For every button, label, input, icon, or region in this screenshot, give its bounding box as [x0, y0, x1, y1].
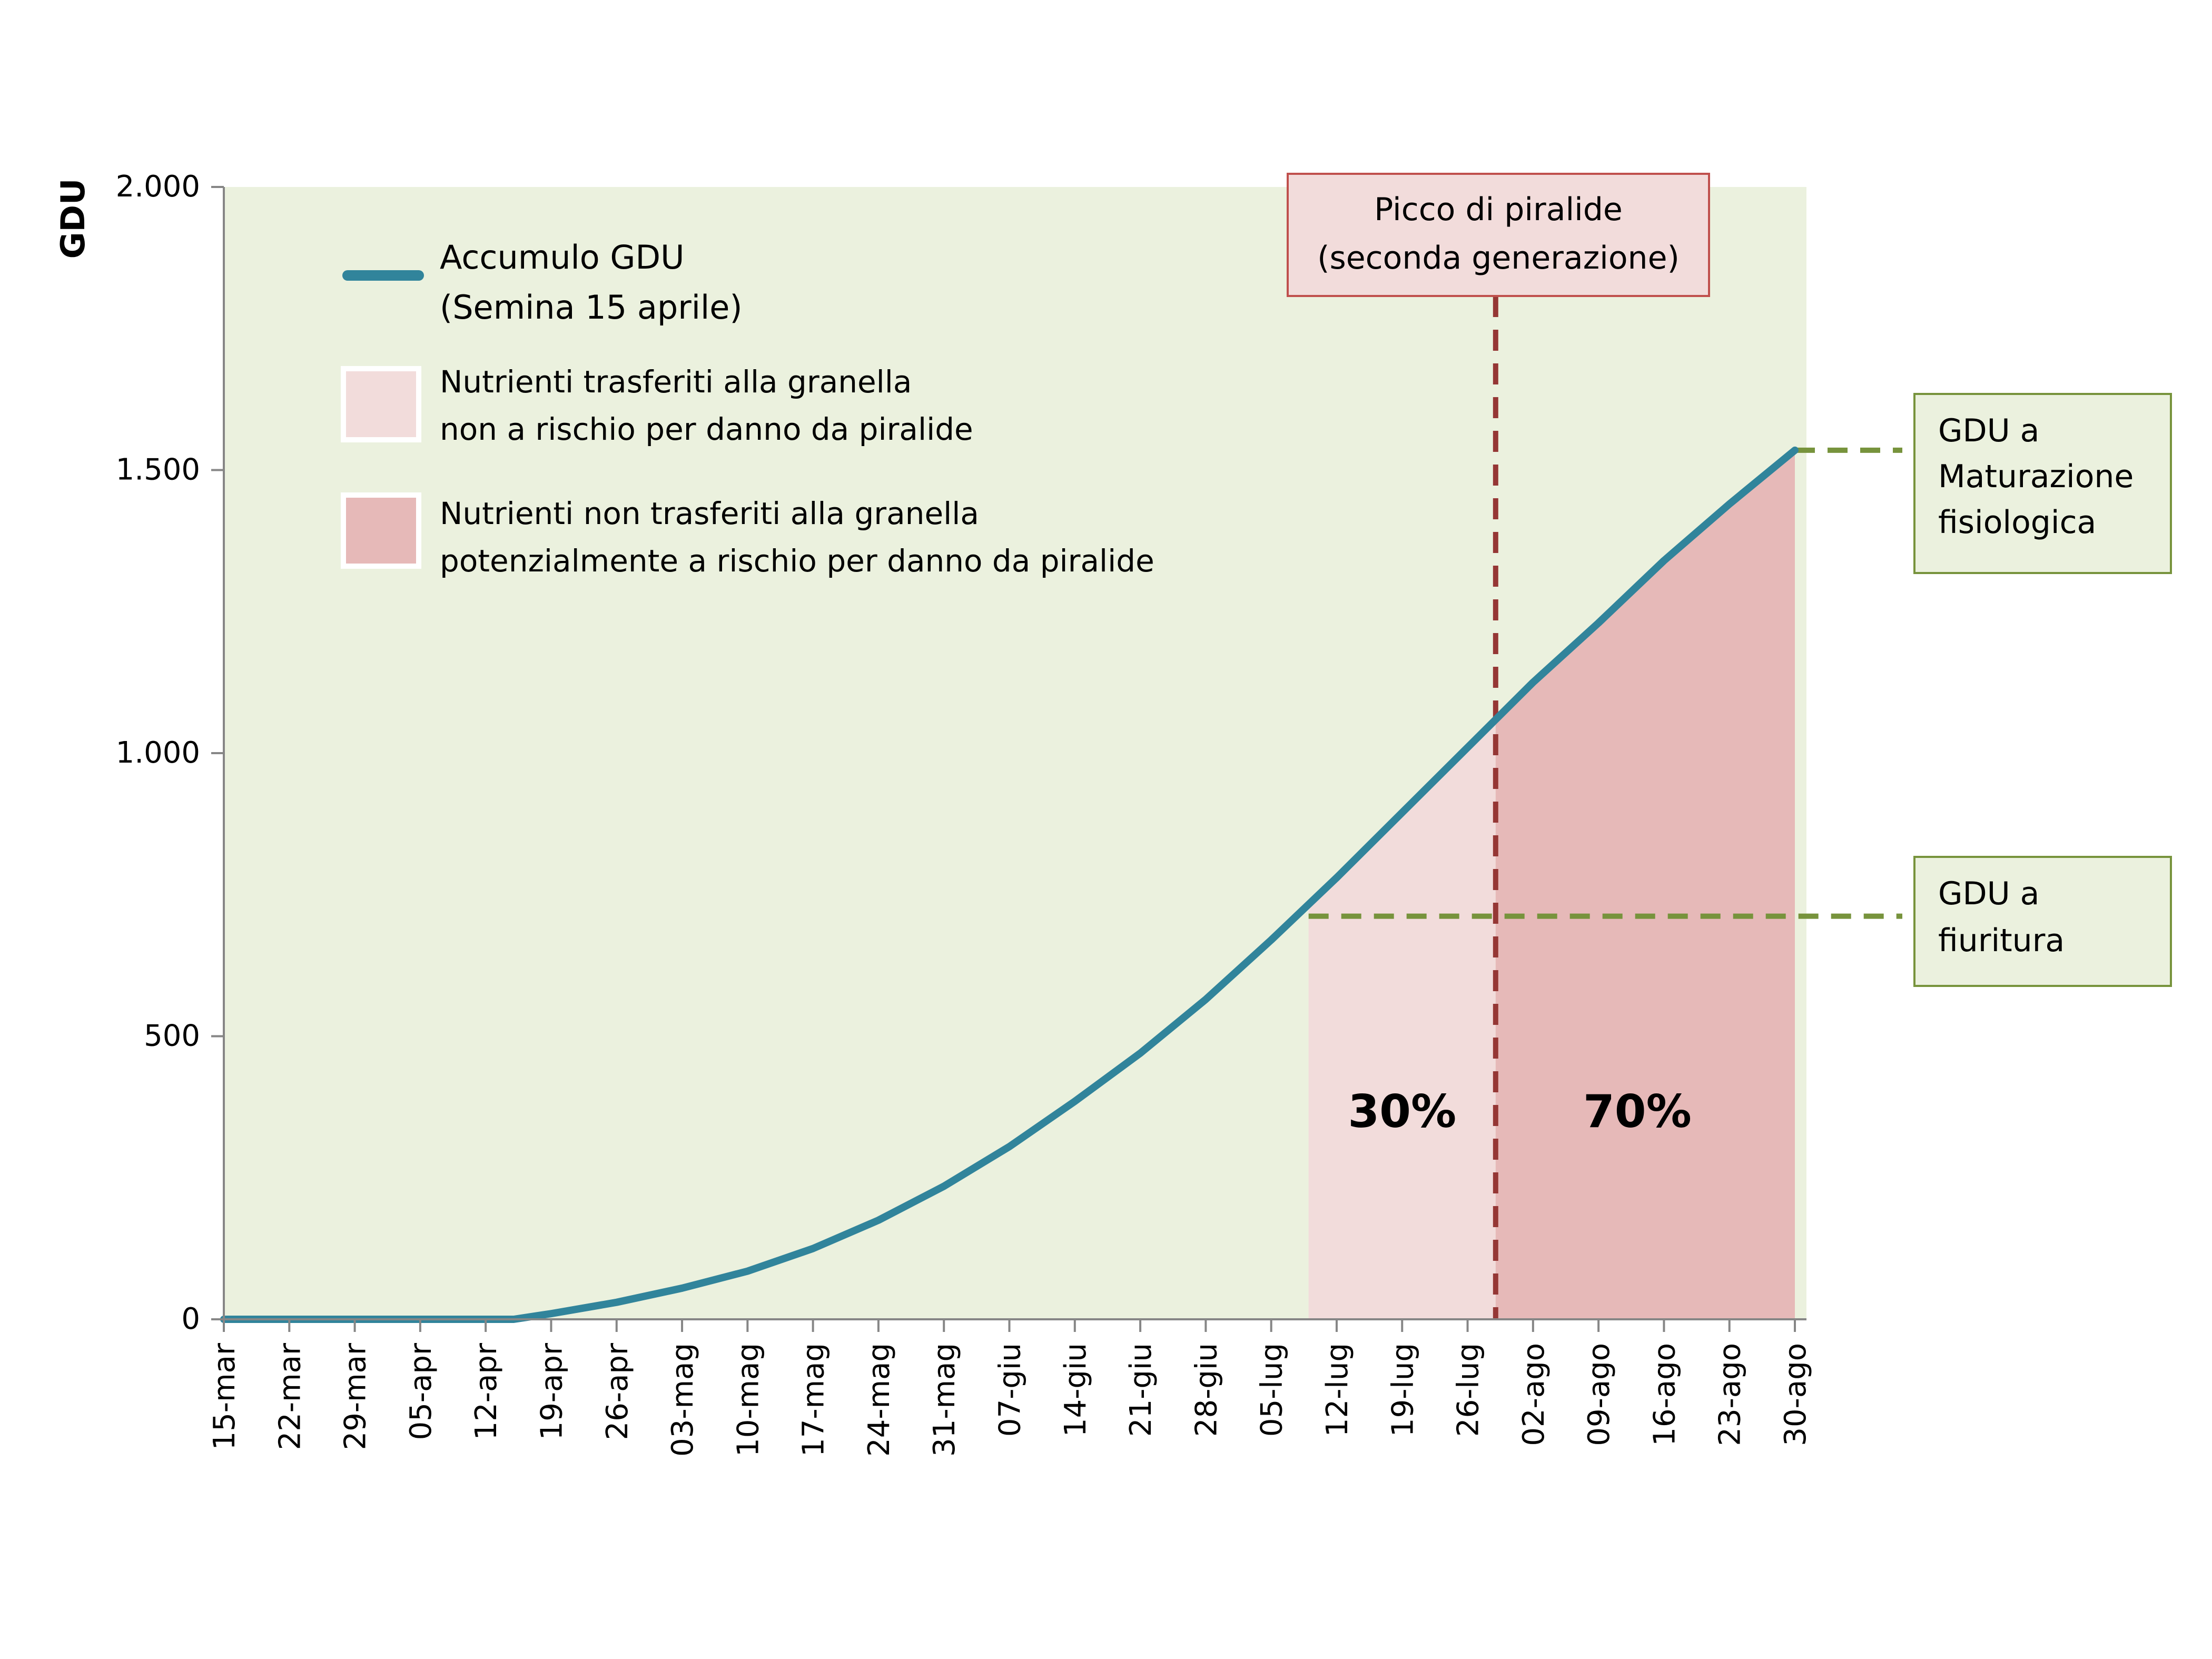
- legend-curve-line1: Accumulo GDU: [440, 238, 685, 276]
- maturity-callout-box: [1913, 393, 2172, 574]
- zone-pre-percent: 30%: [1348, 1085, 1456, 1138]
- x-tick-label: 09-ago: [1582, 1343, 1616, 1446]
- x-tick-label: 28-giu: [1189, 1343, 1223, 1437]
- y-tick-label: 0: [181, 1302, 200, 1336]
- gdu-curve: [220, 446, 1799, 1323]
- legend-post-swatch: [341, 492, 421, 569]
- zone-post-percent: 70%: [1583, 1085, 1692, 1138]
- maturity-callout-line3: fisiologica: [1938, 504, 2096, 541]
- peak-callout-line1: Picco di piralide: [1374, 191, 1623, 228]
- peak-callout-box: [1287, 173, 1710, 297]
- x-tick-label: 05-apr: [404, 1342, 438, 1440]
- x-tick-label: 17-mag: [797, 1343, 831, 1457]
- x-tick-label: 03-mag: [666, 1343, 700, 1457]
- x-ticks: 15-mar 22-mar 29-mar 05-apr 12-apr 19-apr 26-a…: [208, 1319, 1813, 1457]
- flowering-callout: GDU a fiuritura: [1913, 856, 2172, 987]
- x-tick-label: 15-mar: [208, 1342, 242, 1450]
- x-tick-label: 19-apr: [535, 1342, 569, 1440]
- legend-post-line1: Nutrienti non trasferiti alla granella: [440, 496, 979, 531]
- x-tick-label: 26-lug: [1451, 1343, 1486, 1437]
- y-ticks: 0 500 1.000 1.500 2.000: [116, 170, 224, 1336]
- x-tick-label: 21-giu: [1124, 1343, 1158, 1437]
- legend-post-line2: potenzialmente a rischio per danno da pi…: [440, 543, 1154, 579]
- x-tick-label: 19-lug: [1386, 1343, 1420, 1437]
- x-tick-label: 02-ago: [1517, 1343, 1551, 1446]
- y-tick-label: 2.000: [116, 170, 200, 204]
- legend-pre-line1: Nutrienti trasferiti alla granella: [440, 364, 912, 400]
- legend-curve-line2: (Semina 15 aprile): [440, 288, 743, 327]
- flowering-callout-line1: GDU a: [1938, 875, 2039, 912]
- x-tick-label: 10-mag: [731, 1343, 765, 1457]
- x-tick-label: 07-giu: [993, 1343, 1028, 1437]
- x-tick-label: 30-ago: [1779, 1343, 1813, 1446]
- maturity-callout-line1: GDU a: [1938, 412, 2039, 449]
- y-tick-label: 1.000: [116, 736, 200, 770]
- x-tick-label: 14-giu: [1059, 1343, 1093, 1437]
- flowering-callout-box: [1913, 856, 2172, 987]
- maturity-callout: GDU a Maturazione fisiologica: [1913, 393, 2172, 574]
- flowering-callout-line2: fiuritura: [1938, 922, 2065, 959]
- zone-nutrients-at-risk: [1495, 450, 1795, 1319]
- x-tick-label: 05-lug: [1255, 1343, 1289, 1437]
- x-tick-label: 22-mar: [273, 1342, 307, 1450]
- x-tick-label: 12-apr: [469, 1342, 503, 1440]
- legend: Accumulo GDU (Semina 15 aprile) Nutrient…: [341, 238, 1154, 579]
- x-tick-label: 16-ago: [1647, 1343, 1682, 1446]
- peak-callout-line2: (seconda generazione): [1317, 240, 1680, 276]
- y-tick-label: 1.500: [116, 453, 200, 487]
- legend-pre-line2: non a rischio per danno da piralide: [440, 411, 973, 447]
- x-tick-label: 26-apr: [600, 1342, 635, 1440]
- peak-callout: Picco di piralide (seconda generazione): [1287, 173, 1710, 297]
- legend-pre-swatch: [341, 366, 421, 442]
- y-axis-label: GDU: [54, 179, 92, 259]
- x-tick-label: 29-mar: [339, 1342, 373, 1450]
- zone-nutrients-transferred: [1308, 719, 1496, 1319]
- maturity-callout-line2: Maturazione: [1938, 458, 2134, 495]
- y-tick-label: 500: [144, 1019, 200, 1053]
- x-tick-label: 23-ago: [1713, 1343, 1747, 1446]
- x-tick-label: 31-mag: [927, 1343, 962, 1457]
- x-tick-label: 12-lug: [1320, 1343, 1355, 1437]
- x-tick-label: 24-mag: [862, 1343, 896, 1457]
